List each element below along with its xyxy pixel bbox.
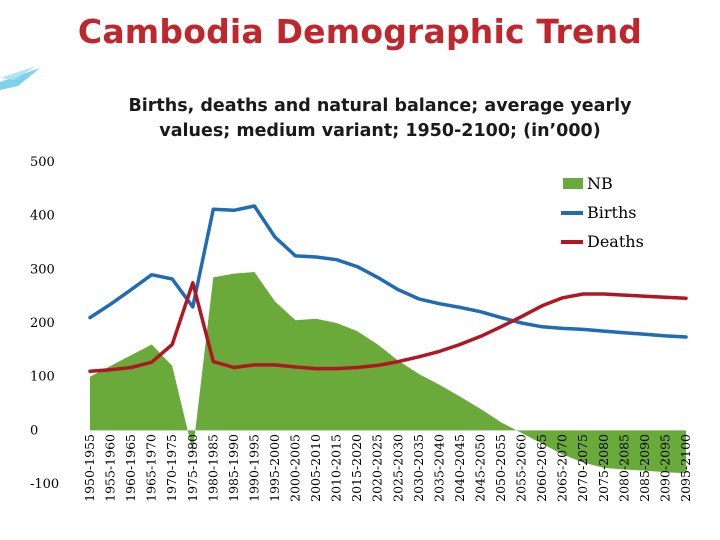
x-tick-label: 2040-2045 bbox=[452, 434, 467, 502]
x-tick-label: 2055-2060 bbox=[514, 434, 529, 502]
x-tick-label: 2060-2065 bbox=[534, 434, 549, 502]
legend-swatch-nb bbox=[563, 178, 583, 189]
chart-title-line-1: Births, deaths and natural balance; aver… bbox=[128, 96, 632, 116]
x-tick-label: 2090-2095 bbox=[657, 434, 672, 502]
x-tick-label: 2005-2010 bbox=[308, 434, 323, 502]
x-tick-label: 2050-2055 bbox=[493, 434, 508, 502]
x-tick-label: 2035-2040 bbox=[431, 434, 446, 502]
x-tick-label: 2015-2020 bbox=[349, 434, 364, 502]
y-tick-label: 400 bbox=[30, 209, 55, 224]
y-tick-label: 0 bbox=[30, 423, 38, 438]
legend-label-births: Births bbox=[587, 203, 636, 222]
x-axis-ticks: 1950-1955 1955-1960 1960-1965 1965-1970 1970… bbox=[82, 434, 693, 502]
x-tick-label: 2000-2005 bbox=[288, 434, 303, 502]
x-tick-label: 1960-1965 bbox=[123, 434, 138, 502]
y-tick-label: -100 bbox=[30, 477, 59, 492]
series-births-line bbox=[88, 204, 688, 339]
x-tick-label: 2010-2015 bbox=[329, 434, 344, 502]
x-tick-label: 2085-2090 bbox=[637, 434, 652, 502]
x-tick-label: 1980-1985 bbox=[205, 434, 220, 502]
series-nb-area bbox=[90, 272, 686, 474]
decorative-swoosh-icon bbox=[0, 66, 40, 90]
x-tick-label: 1965-1970 bbox=[144, 434, 159, 502]
x-tick-label: 2070-2075 bbox=[575, 434, 590, 502]
x-tick-label: 1955-1960 bbox=[103, 434, 118, 502]
legend-label-deaths: Deaths bbox=[587, 232, 644, 251]
x-tick-label: 2045-2050 bbox=[472, 434, 487, 502]
x-tick-label: 1985-1990 bbox=[226, 434, 241, 502]
x-tick-label: 2080-2085 bbox=[616, 434, 631, 502]
y-tick-label: 200 bbox=[30, 316, 55, 331]
x-tick-label: 2065-2070 bbox=[555, 434, 570, 502]
x-tick-label: 2020-2025 bbox=[370, 434, 385, 502]
series-deaths-line bbox=[88, 281, 688, 374]
x-tick-label: 1995-2000 bbox=[267, 434, 282, 502]
x-tick-label: 1975-1980 bbox=[185, 434, 200, 502]
y-tick-label: 100 bbox=[30, 370, 55, 385]
slide-title: Cambodia Demographic Trend bbox=[77, 12, 643, 51]
x-tick-label: 1950-1955 bbox=[82, 434, 97, 502]
chart-title-line-2: values; medium variant; 1950-2100; (in’0… bbox=[159, 121, 601, 141]
legend: NB Births Deaths bbox=[561, 174, 644, 251]
y-tick-label: 500 bbox=[30, 155, 55, 170]
x-tick-label: 2030-2035 bbox=[411, 434, 426, 502]
plot-area bbox=[88, 204, 688, 474]
x-tick-label: 1990-1995 bbox=[246, 434, 261, 502]
y-axis-ticks: -100 0 100 200 300 400 500 bbox=[30, 155, 59, 492]
chart-title: Births, deaths and natural balance; aver… bbox=[70, 94, 690, 144]
legend-label-nb: NB bbox=[587, 174, 613, 193]
x-tick-label: 2095-2100 bbox=[678, 434, 693, 502]
x-tick-label: 1970-1975 bbox=[164, 434, 179, 502]
x-tick-label: 2075-2080 bbox=[596, 434, 611, 502]
y-tick-label: 300 bbox=[30, 262, 55, 277]
x-tick-label: 2025-2030 bbox=[390, 434, 405, 502]
